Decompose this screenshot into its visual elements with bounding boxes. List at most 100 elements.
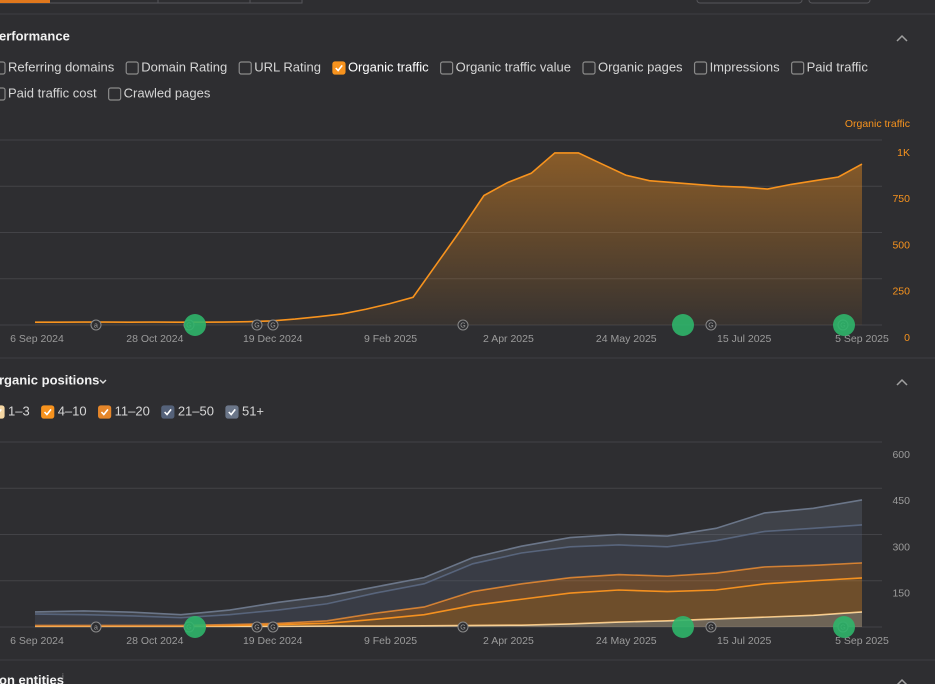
checkbox[interactable] <box>332 61 346 75</box>
legend-label: Organic traffic <box>845 118 910 130</box>
update-marker[interactable] <box>833 314 855 336</box>
x-tick-label: 2 Apr 2025 <box>483 333 534 345</box>
line <box>35 152 863 324</box>
annotation-letter: G <box>270 624 275 631</box>
metric-label[interactable]: Organic traffic value <box>456 59 571 74</box>
tab[interactable] <box>0 0 159 4</box>
x-tick-label: 2 Apr 2025 <box>483 635 534 647</box>
y-tick-label: 450 <box>892 495 910 507</box>
checkbox[interactable] <box>238 61 252 75</box>
active-tab-indicator <box>0 0 50 3</box>
button[interactable] <box>696 0 803 4</box>
checkbox[interactable] <box>0 61 6 75</box>
metric-label[interactable]: Paid traffic <box>807 59 869 74</box>
series-toggle-label[interactable]: 51+ <box>242 403 264 418</box>
metric-label[interactable]: Domain Rating <box>141 59 227 74</box>
x-tick-label: 15 Jul 2025 <box>717 635 771 647</box>
metric-label[interactable]: Referring domains <box>8 59 115 74</box>
annotation-marker <box>705 319 717 331</box>
line <box>35 562 863 627</box>
line <box>34 524 863 619</box>
x-tick-label: 28 Oct 2024 <box>126 333 183 345</box>
x-tick-label: 6 Sep 2024 <box>10 635 64 647</box>
checkbox[interactable] <box>582 61 596 75</box>
update-marker[interactable] <box>672 314 694 336</box>
x-tick-label: 9 Feb 2025 <box>364 635 417 647</box>
checkbox[interactable] <box>225 405 239 419</box>
series-toggle-label[interactable]: 21–50 <box>178 403 214 418</box>
update-marker[interactable] <box>184 314 206 336</box>
checkbox[interactable] <box>125 61 139 75</box>
y-tick-label: 500 <box>892 239 910 251</box>
y-tick-label: 150 <box>892 588 910 600</box>
metric-label[interactable]: Organic traffic <box>348 59 429 74</box>
annotation-marker <box>251 621 263 633</box>
checkmark <box>228 408 236 416</box>
annotation-letter: G <box>254 322 259 329</box>
y-tick-label: 250 <box>892 286 910 298</box>
checkbox[interactable] <box>0 87 6 101</box>
stacked-area <box>35 577 862 627</box>
checkbox[interactable] <box>791 61 805 75</box>
line <box>34 499 863 616</box>
update-marker[interactable] <box>833 616 855 638</box>
update-marker[interactable] <box>184 616 206 638</box>
x-tick-label: 5 Sep 2025 <box>835 635 889 647</box>
info-icon[interactable]: i <box>62 672 64 681</box>
y-tick-label: 0 <box>904 332 910 344</box>
checkbox[interactable] <box>0 405 5 419</box>
y-tick-label: 600 <box>892 449 910 461</box>
y-tick-label: 300 <box>892 541 910 553</box>
stacked-area <box>35 562 862 626</box>
checkmark <box>335 64 343 72</box>
annotation-letter: G <box>460 624 465 631</box>
metric-label[interactable]: Paid traffic cost <box>8 85 97 100</box>
collapse-chevron[interactable] <box>896 678 908 684</box>
annotation-marker <box>457 621 469 633</box>
annotation-letter: a <box>94 624 98 631</box>
tab[interactable] <box>249 0 303 4</box>
metric-label[interactable]: URL Rating <box>254 59 321 74</box>
x-tick-label: 6 Sep 2024 <box>10 333 64 345</box>
dropdown-chevron <box>99 379 107 384</box>
y-tick-label: 750 <box>892 193 910 205</box>
annotation-marker <box>457 319 469 331</box>
x-tick-label: 15 Jul 2025 <box>717 333 771 345</box>
annotation-letter: G <box>254 624 259 631</box>
annotation-marker <box>267 319 279 331</box>
y-tick-label: 1K <box>897 147 910 159</box>
x-tick-label: 5 Sep 2025 <box>835 333 889 345</box>
tab[interactable] <box>157 0 251 4</box>
stacked-area <box>35 524 862 626</box>
annotation-letter: G <box>708 624 713 631</box>
annotation-marker <box>90 319 102 331</box>
annotation-letter: G <box>708 322 713 329</box>
checkbox[interactable] <box>440 61 454 75</box>
checkmark <box>43 408 52 416</box>
stacked-area <box>35 611 862 627</box>
checkmark <box>100 408 109 416</box>
metric-label[interactable]: Impressions <box>710 59 781 74</box>
checkbox[interactable] <box>41 405 55 419</box>
annotation-letter: G <box>270 322 275 329</box>
annotation-marker <box>267 621 279 633</box>
collapse-chevron[interactable] <box>896 34 908 42</box>
update-marker[interactable] <box>672 616 694 638</box>
checkbox[interactable] <box>108 87 122 101</box>
section-title: rganic positions <box>0 372 99 387</box>
series-toggle-label[interactable]: 1–3 <box>8 403 30 418</box>
annotation-marker <box>90 621 102 633</box>
x-tick-label: 24 May 2025 <box>596 333 657 345</box>
checkbox[interactable] <box>98 405 112 419</box>
collapse-chevron[interactable] <box>896 378 908 386</box>
checkbox[interactable] <box>693 61 708 75</box>
metric-label[interactable]: Organic pages <box>598 59 683 74</box>
button[interactable] <box>808 0 871 4</box>
checkbox[interactable] <box>161 405 175 419</box>
series-toggle-label[interactable]: 11–20 <box>115 403 150 418</box>
metric-label[interactable]: Crawled pages <box>124 85 211 100</box>
series-toggle-label[interactable]: 4–10 <box>58 403 87 418</box>
annotation-letter: a <box>94 322 98 329</box>
